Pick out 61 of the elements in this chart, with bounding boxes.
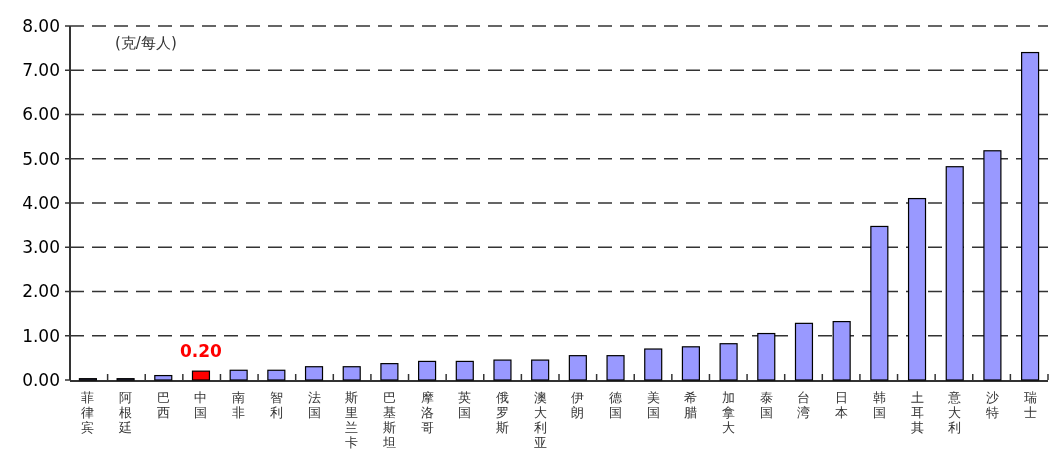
x-tick-label: 英国 <box>458 390 472 420</box>
y-tick-label: 1.00 <box>22 325 60 346</box>
x-tick-label: 巴基斯坦 <box>381 390 396 450</box>
x-tick-label: 摩洛哥 <box>420 390 434 435</box>
bar <box>154 374 173 381</box>
x-tick-label: 沙特 <box>985 390 999 420</box>
x-tick-label: 泰国 <box>759 390 773 420</box>
x-tick-label: 斯里兰卡 <box>345 390 359 450</box>
bar <box>267 369 286 381</box>
data-label: 0.20 <box>179 341 223 362</box>
y-tick-label: 6.00 <box>22 104 60 125</box>
bar <box>719 343 738 381</box>
x-tick-label: 智利 <box>269 390 283 420</box>
x-tick-label: 日本 <box>835 390 849 420</box>
x-tick-label: 德国 <box>609 390 623 420</box>
bar <box>983 150 1002 381</box>
x-tick-label: 巴西 <box>156 390 170 420</box>
bar <box>568 355 587 381</box>
y-tick-label: 3.00 <box>22 237 60 258</box>
bar <box>907 197 927 381</box>
y-tick-label: 7.00 <box>22 60 60 81</box>
bar <box>380 363 399 381</box>
x-tick-label: 韩国 <box>872 390 886 420</box>
bar <box>455 360 474 381</box>
x-tick-label: 意大利 <box>947 390 962 435</box>
bar <box>1021 51 1040 381</box>
x-tick-label: 澳大利亚 <box>533 390 547 450</box>
y-tick-label: 2.00 <box>22 281 60 302</box>
annotation: (克/每人) <box>115 34 177 52</box>
bar <box>757 332 776 381</box>
x-tick-label: 希腊 <box>684 390 698 420</box>
x-tick-label: 法国 <box>307 390 321 420</box>
bar <box>342 366 361 381</box>
x-tick-label: 阿根廷 <box>118 390 133 435</box>
bar <box>644 348 663 381</box>
bar <box>870 225 889 381</box>
x-tick-label: 加拿大 <box>722 390 736 435</box>
x-tick-label: 伊朗 <box>571 390 585 420</box>
bar <box>681 346 700 381</box>
bar <box>493 359 512 381</box>
x-tick-label: 南非 <box>232 390 246 420</box>
x-tick-label: 菲律宾 <box>81 390 95 435</box>
x-tick-label: 台湾 <box>797 390 811 420</box>
bar <box>832 320 851 381</box>
bar <box>229 369 248 381</box>
x-tick-label: 中国 <box>194 390 208 420</box>
bar <box>191 370 211 381</box>
bar <box>304 366 324 381</box>
y-tick-label: 0.00 <box>22 369 60 390</box>
x-tick-label: 俄罗斯 <box>495 390 509 435</box>
bar <box>418 360 437 381</box>
x-tick-label: 瑞士 <box>1023 390 1037 420</box>
x-tick-label: 美国 <box>646 390 660 420</box>
y-tick-label: 5.00 <box>22 148 60 169</box>
y-tick-label: 4.00 <box>22 192 60 213</box>
x-tick-label: 土耳其 <box>910 390 924 435</box>
bar <box>606 355 625 381</box>
bar <box>794 322 814 381</box>
bar <box>945 166 964 381</box>
y-tick-label: 8.00 <box>22 15 60 36</box>
bar <box>531 359 550 381</box>
